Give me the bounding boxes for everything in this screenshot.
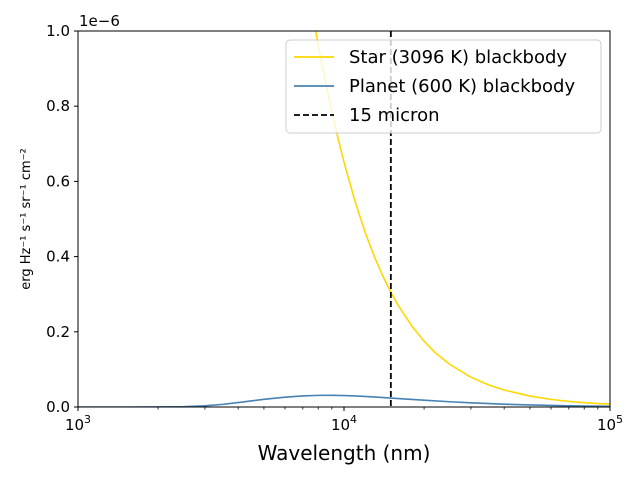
legend-label: Planet (600 K) blackbody	[349, 76, 575, 97]
y-tick-label: 0.0	[46, 398, 70, 416]
plot-area	[78, 31, 610, 407]
series-line-1	[314, 31, 610, 406]
legend-label: 15 micron	[349, 105, 439, 126]
y-axis-title: erg Hz⁻¹ s⁻¹ sr⁻¹ cm⁻²	[19, 148, 34, 290]
legend-label: Star (3096 K) blackbody	[349, 47, 567, 68]
x-tick-label: 103	[65, 413, 91, 434]
y-axis-ticks: 0.0 0.2 0.4 0.6 0.8 1.0	[46, 22, 78, 416]
series-line-2	[78, 394, 610, 407]
x-tick-label: 105	[597, 413, 623, 434]
x-axis-title: Wavelength (nm)	[258, 441, 431, 465]
x-axis-ticks: 103 104 105	[65, 407, 623, 434]
y-tick-label: 0.2	[46, 323, 70, 341]
y-tick-label: 0.6	[46, 172, 70, 190]
x-tick-label: 104	[331, 413, 357, 434]
y-tick-label: 1.0	[46, 22, 70, 40]
y-tick-label: 0.8	[46, 97, 70, 115]
y-tick-label: 0.4	[46, 248, 70, 266]
legend: Star (3096 K) blackbody Planet (600 K) bl…	[285, 39, 602, 134]
legend-box	[285, 39, 602, 134]
y-offset-label: 1e−6	[79, 12, 120, 30]
